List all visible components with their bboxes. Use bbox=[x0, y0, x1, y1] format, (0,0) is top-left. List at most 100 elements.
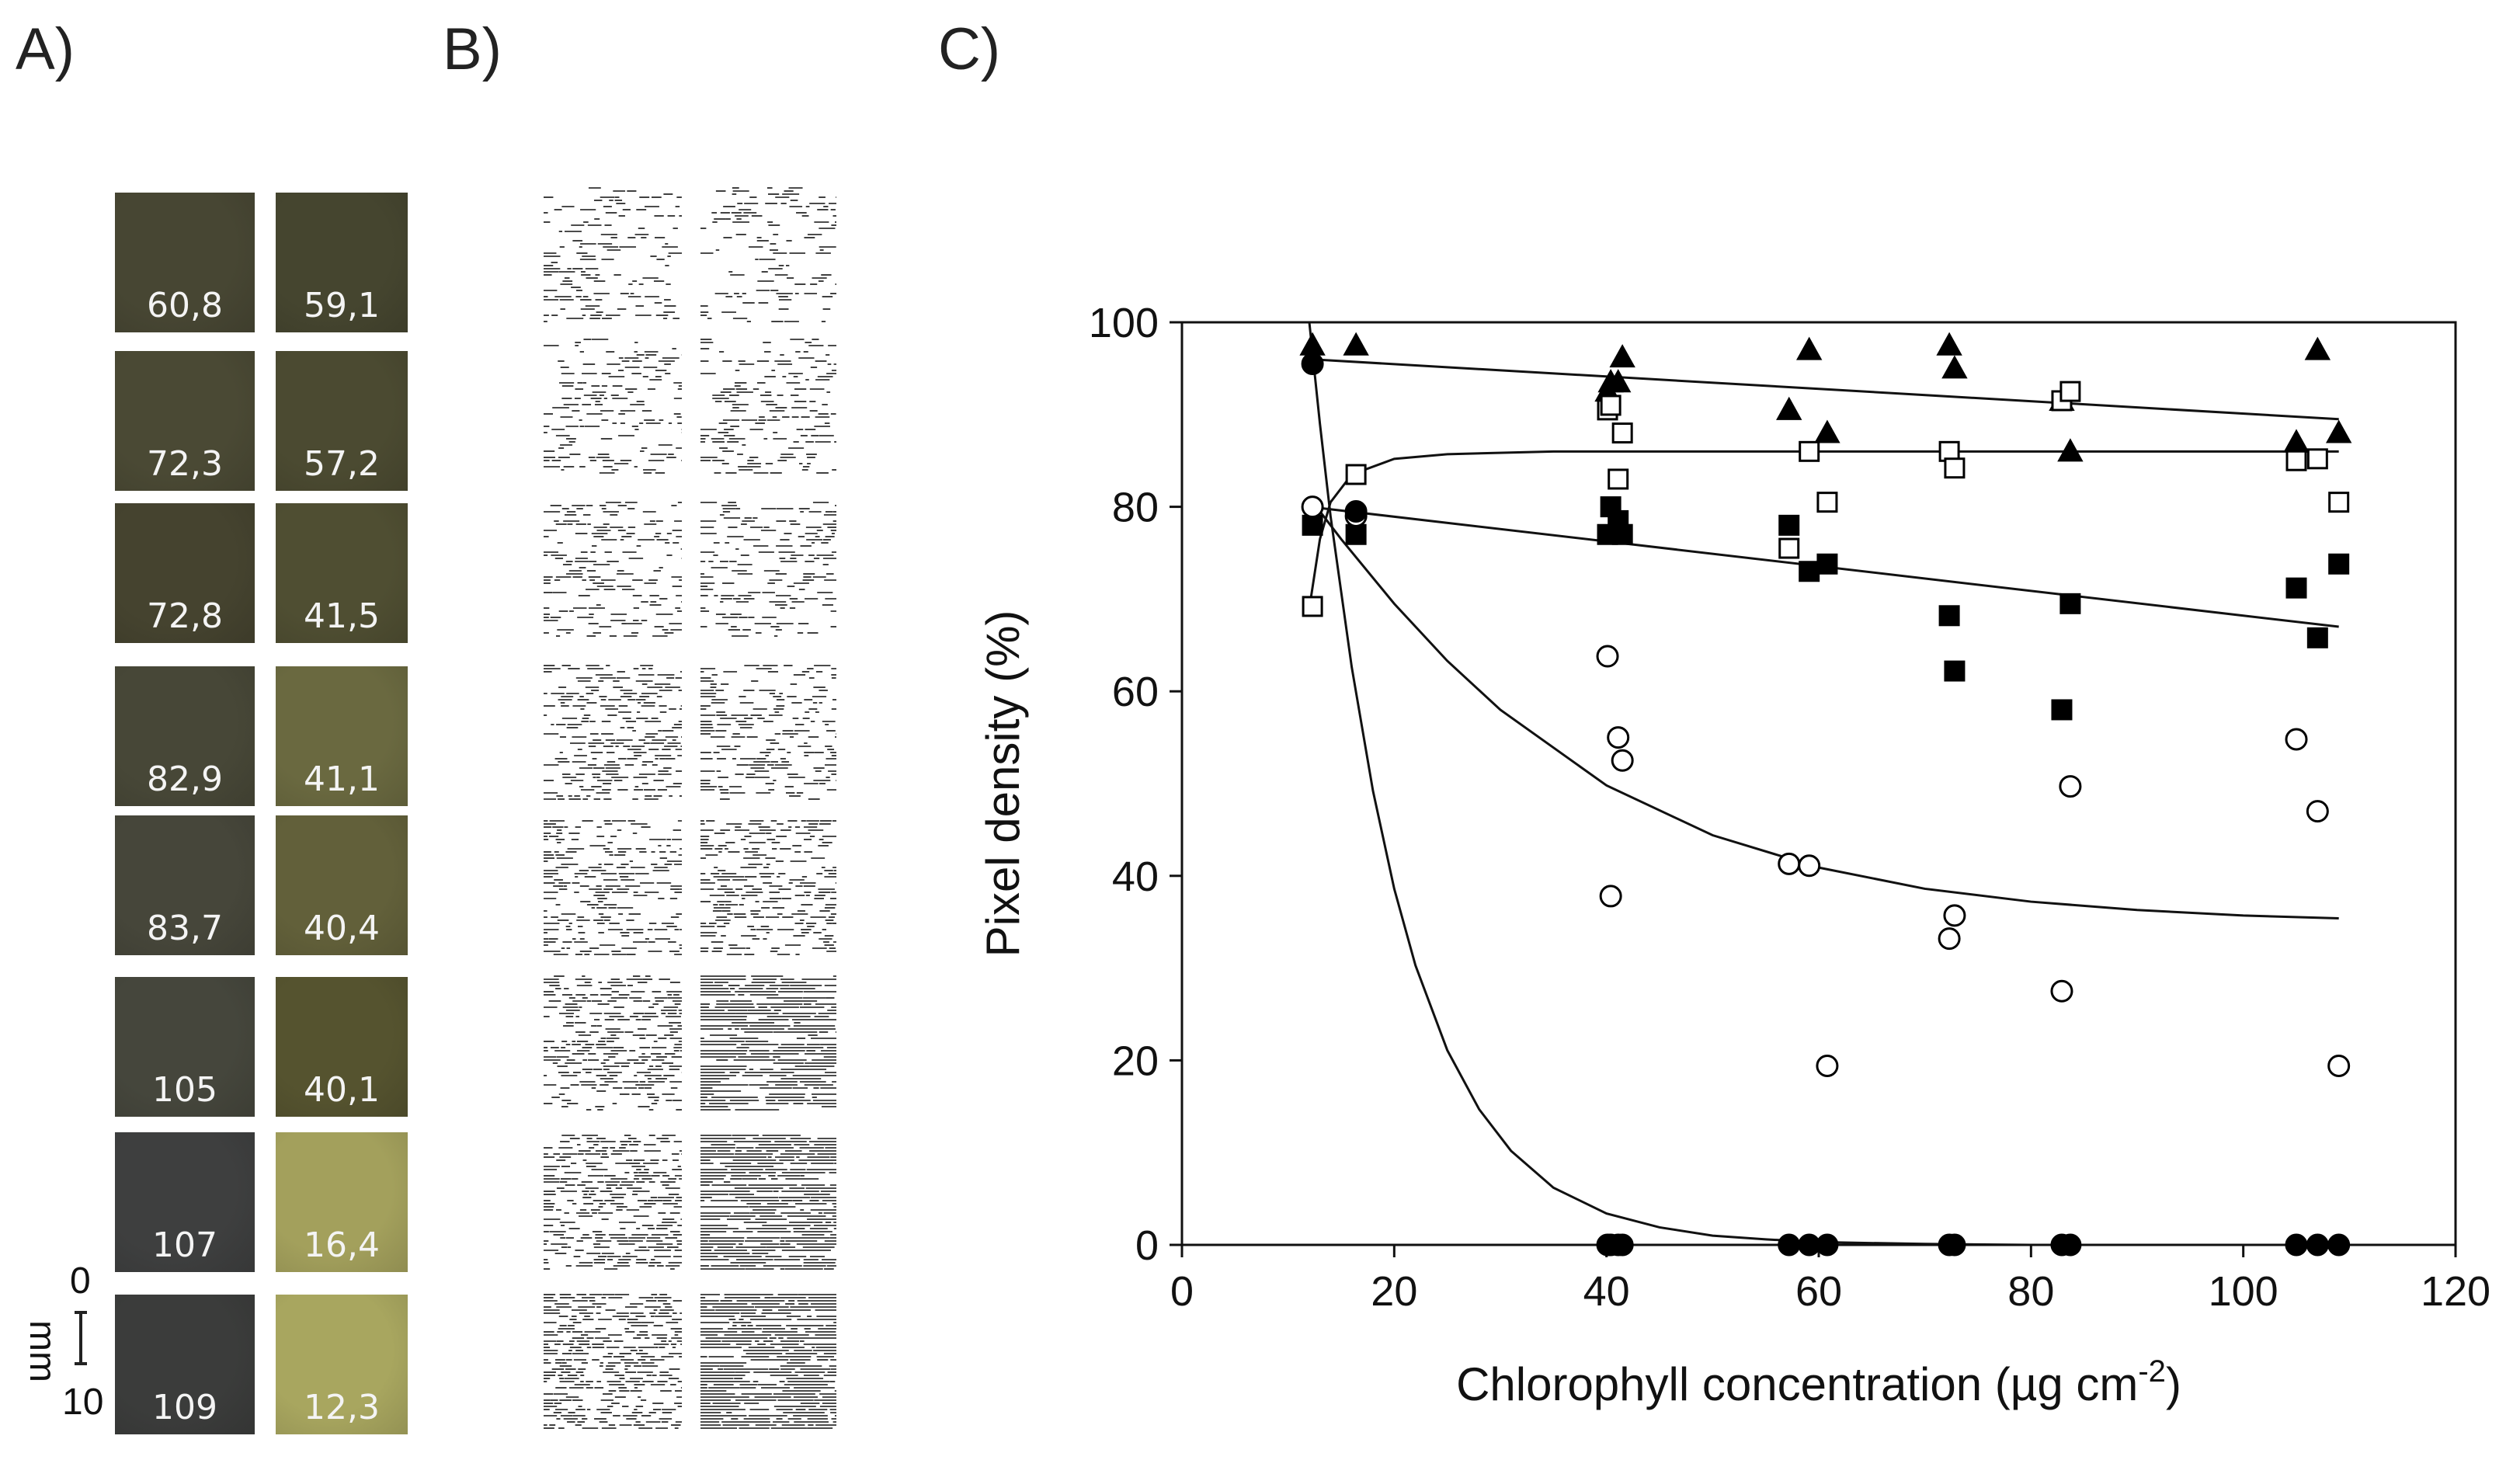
chlorophyll-value-label: 57,2 bbox=[304, 444, 380, 484]
open-square-fit-curve bbox=[1308, 450, 2339, 609]
binary-leaf-image bbox=[544, 1293, 682, 1429]
filled-square-point bbox=[2306, 627, 2328, 648]
panel-a-letter: A) bbox=[16, 16, 75, 82]
y-tick-label: 100 bbox=[1089, 300, 1159, 346]
leaf-swatch-right: 41,5 bbox=[276, 503, 408, 643]
filled-square-point bbox=[2285, 577, 2307, 599]
filled-triangle-point bbox=[1814, 419, 1840, 443]
binary-leaf-image bbox=[544, 338, 682, 474]
chlorophyll-value-label: 12,3 bbox=[304, 1388, 380, 1427]
scale-zero: 0 bbox=[70, 1260, 91, 1302]
leaf-swatch-left: 82,9 bbox=[115, 666, 255, 806]
filled-triangle-point bbox=[2283, 429, 2310, 453]
panel-c-letter: C) bbox=[938, 16, 1001, 82]
scale-bar-tick-bottom bbox=[75, 1362, 87, 1365]
filled-triangle-fit-curve bbox=[1309, 358, 2339, 421]
leaf-swatch-left: 72,3 bbox=[115, 351, 255, 491]
chlorophyll-value-label: 41,1 bbox=[304, 760, 380, 799]
filled-square-point bbox=[2051, 699, 2073, 721]
filled-square-point bbox=[1944, 660, 1966, 682]
chlorophyll-value-label: 16,4 bbox=[304, 1225, 380, 1265]
filled-triangle-point bbox=[1343, 332, 1369, 356]
filled-triangle-point bbox=[2304, 336, 2331, 360]
x-tick-label: 20 bbox=[1371, 1268, 1417, 1315]
filled-triangle-point bbox=[1936, 332, 1962, 356]
filled-circle-point bbox=[2306, 1233, 2329, 1257]
filled-square-point bbox=[1345, 523, 1367, 545]
open-square-point bbox=[1608, 468, 1629, 490]
y-tick-label: 40 bbox=[1112, 853, 1159, 900]
x-tick-label: 60 bbox=[1795, 1268, 1842, 1315]
leaf-swatch-right: 41,1 bbox=[276, 666, 408, 806]
filled-triangle-point bbox=[1941, 355, 1968, 379]
binary-leaf-image bbox=[700, 1134, 836, 1270]
filled-circle-point bbox=[2327, 1233, 2351, 1257]
open-square-point bbox=[1611, 422, 1633, 444]
x-tick-label: 0 bbox=[1170, 1268, 1194, 1315]
leaf-swatch-right: 57,2 bbox=[276, 351, 408, 491]
chlorophyll-value-label: 40,1 bbox=[304, 1070, 380, 1110]
y-tick-label: 20 bbox=[1112, 1038, 1159, 1084]
filled-triangle-point bbox=[2057, 438, 2084, 462]
open-square-point bbox=[1345, 464, 1367, 485]
filled-circle-point bbox=[1344, 500, 1368, 523]
open-square-point bbox=[2328, 492, 2350, 513]
filled-circle-point bbox=[1611, 1233, 1634, 1257]
binary-leaf-image bbox=[544, 819, 682, 955]
filled-triangle-point bbox=[1609, 344, 1635, 368]
chlorophyll-value-label: 60,8 bbox=[147, 286, 223, 325]
y-axis-label: Pixel density (%) bbox=[977, 610, 1029, 958]
leaf-swatch-right: 40,1 bbox=[276, 977, 408, 1117]
filled-circle-point bbox=[1816, 1233, 1839, 1257]
leaf-swatch-left: 105 bbox=[115, 977, 255, 1117]
filled-square-point bbox=[1611, 523, 1633, 545]
chlorophyll-value-label: 40,4 bbox=[304, 909, 380, 948]
leaf-swatch-right: 12,3 bbox=[276, 1295, 408, 1434]
filled-square-point bbox=[2328, 553, 2350, 575]
open-circle-point bbox=[2050, 979, 2073, 1003]
panel-b-letter: B) bbox=[443, 16, 502, 82]
binary-leaf-image bbox=[544, 664, 682, 800]
open-square-point bbox=[2306, 448, 2328, 470]
binary-leaf-image bbox=[700, 664, 836, 800]
filled-circle-point bbox=[1778, 1233, 1801, 1257]
open-circle-point bbox=[2306, 800, 2329, 823]
open-circle-point bbox=[1778, 852, 1801, 875]
chlorophyll-value-label: 41,5 bbox=[304, 596, 380, 636]
chlorophyll-value-label: 72,3 bbox=[147, 444, 223, 484]
open-circle-fit-curve bbox=[1308, 496, 2339, 919]
chlorophyll-value-label: 105 bbox=[152, 1070, 217, 1110]
x-axis-label-main: Chlorophyll concentration (µg cm bbox=[1456, 1358, 2138, 1410]
binary-leaf-image bbox=[700, 186, 836, 322]
filled-square-point bbox=[1816, 553, 1838, 575]
filled-circle-point bbox=[2059, 1233, 2082, 1257]
filled-square-point bbox=[1302, 514, 1323, 536]
open-circle-point bbox=[2327, 1055, 2351, 1078]
x-tick-label: 80 bbox=[2007, 1268, 2054, 1315]
open-circle-point bbox=[1596, 645, 1619, 668]
open-circle-point bbox=[2059, 775, 2082, 798]
open-square-point bbox=[1816, 492, 1838, 513]
x-axis-label-end: ) bbox=[2166, 1358, 2181, 1410]
binary-leaf-image bbox=[700, 819, 836, 955]
scale-ten: 10 bbox=[62, 1382, 104, 1423]
open-square-point bbox=[1302, 596, 1323, 617]
open-circle-point bbox=[2285, 728, 2308, 751]
x-axis-label: Chlorophyll concentration (µg cm-2) bbox=[1456, 1354, 2181, 1410]
filled-square-point bbox=[1938, 605, 1960, 627]
open-square-point bbox=[1799, 440, 1820, 462]
chlorophyll-value-label: 83,7 bbox=[147, 909, 223, 948]
y-tick-label: 60 bbox=[1112, 669, 1159, 715]
open-circle-point bbox=[1607, 726, 1630, 749]
chlorophyll-value-label: 109 bbox=[152, 1388, 217, 1427]
filled-circle-fit-curve bbox=[1308, 322, 2339, 1246]
binary-leaf-image bbox=[544, 501, 682, 637]
open-circle-point bbox=[1816, 1055, 1839, 1078]
binary-leaf-image bbox=[544, 186, 682, 322]
leaf-swatch-right: 59,1 bbox=[276, 193, 408, 332]
binary-leaf-image bbox=[544, 1134, 682, 1270]
open-circle-point bbox=[1599, 885, 1622, 908]
x-tick-label: 120 bbox=[2421, 1268, 2490, 1315]
